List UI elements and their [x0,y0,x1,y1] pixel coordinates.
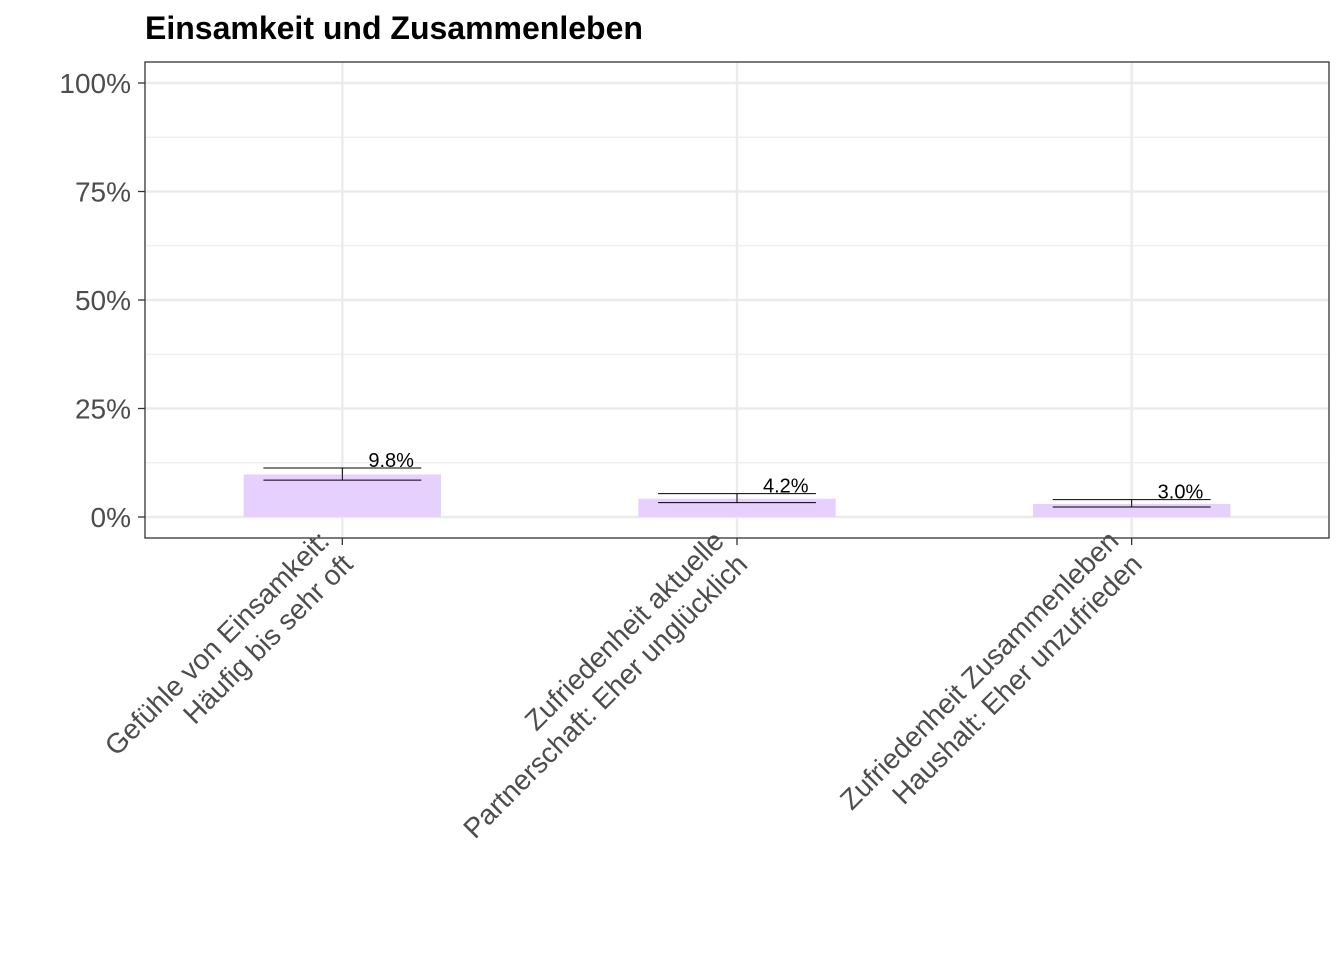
x-tick-label: Zufriedenheit aktuellePartnerschaft: Ehe… [434,525,753,844]
grid-layer [145,62,1329,538]
y-tick-label: 50% [75,285,131,316]
data-label: 3.0% [1158,482,1204,504]
x-tick-label: Zufriedenheit ZusammenlebenHaushalt: Ehe… [834,525,1148,839]
data-label: 9.8% [368,450,414,472]
y-tick-label: 100% [59,68,131,99]
x-tick-label-line: Haushalt: Eher unzufrieden [886,548,1148,810]
x-tick-label-line: Gefühle von Einsamkeit: [99,525,336,762]
data-label: 4.2% [763,476,809,498]
y-tick-label: 75% [75,177,131,208]
bar-layer: 9.8% 4.2% 3.0% [243,450,1231,517]
bar [638,498,836,517]
x-tick-label-line: Zufriedenheit aktuelle [519,525,730,736]
x-tick-label: Gefühle von Einsamkeit:Häufig bis sehr o… [99,525,359,785]
y-tick-label: 0% [91,502,131,533]
chart-title: Einsamkeit und Zusammenleben [145,10,643,46]
bar [243,474,441,517]
axis-layer: 0% 25% 50% 75% 100% Gefühle von Einsamkeit:Hä… [59,68,1148,844]
x-tick-label-line: Partnerschaft: Eher unglücklich [457,548,753,844]
y-tick-label: 25% [75,394,131,425]
x-tick-label-line: Zufriedenheit Zusammenleben [834,525,1124,815]
